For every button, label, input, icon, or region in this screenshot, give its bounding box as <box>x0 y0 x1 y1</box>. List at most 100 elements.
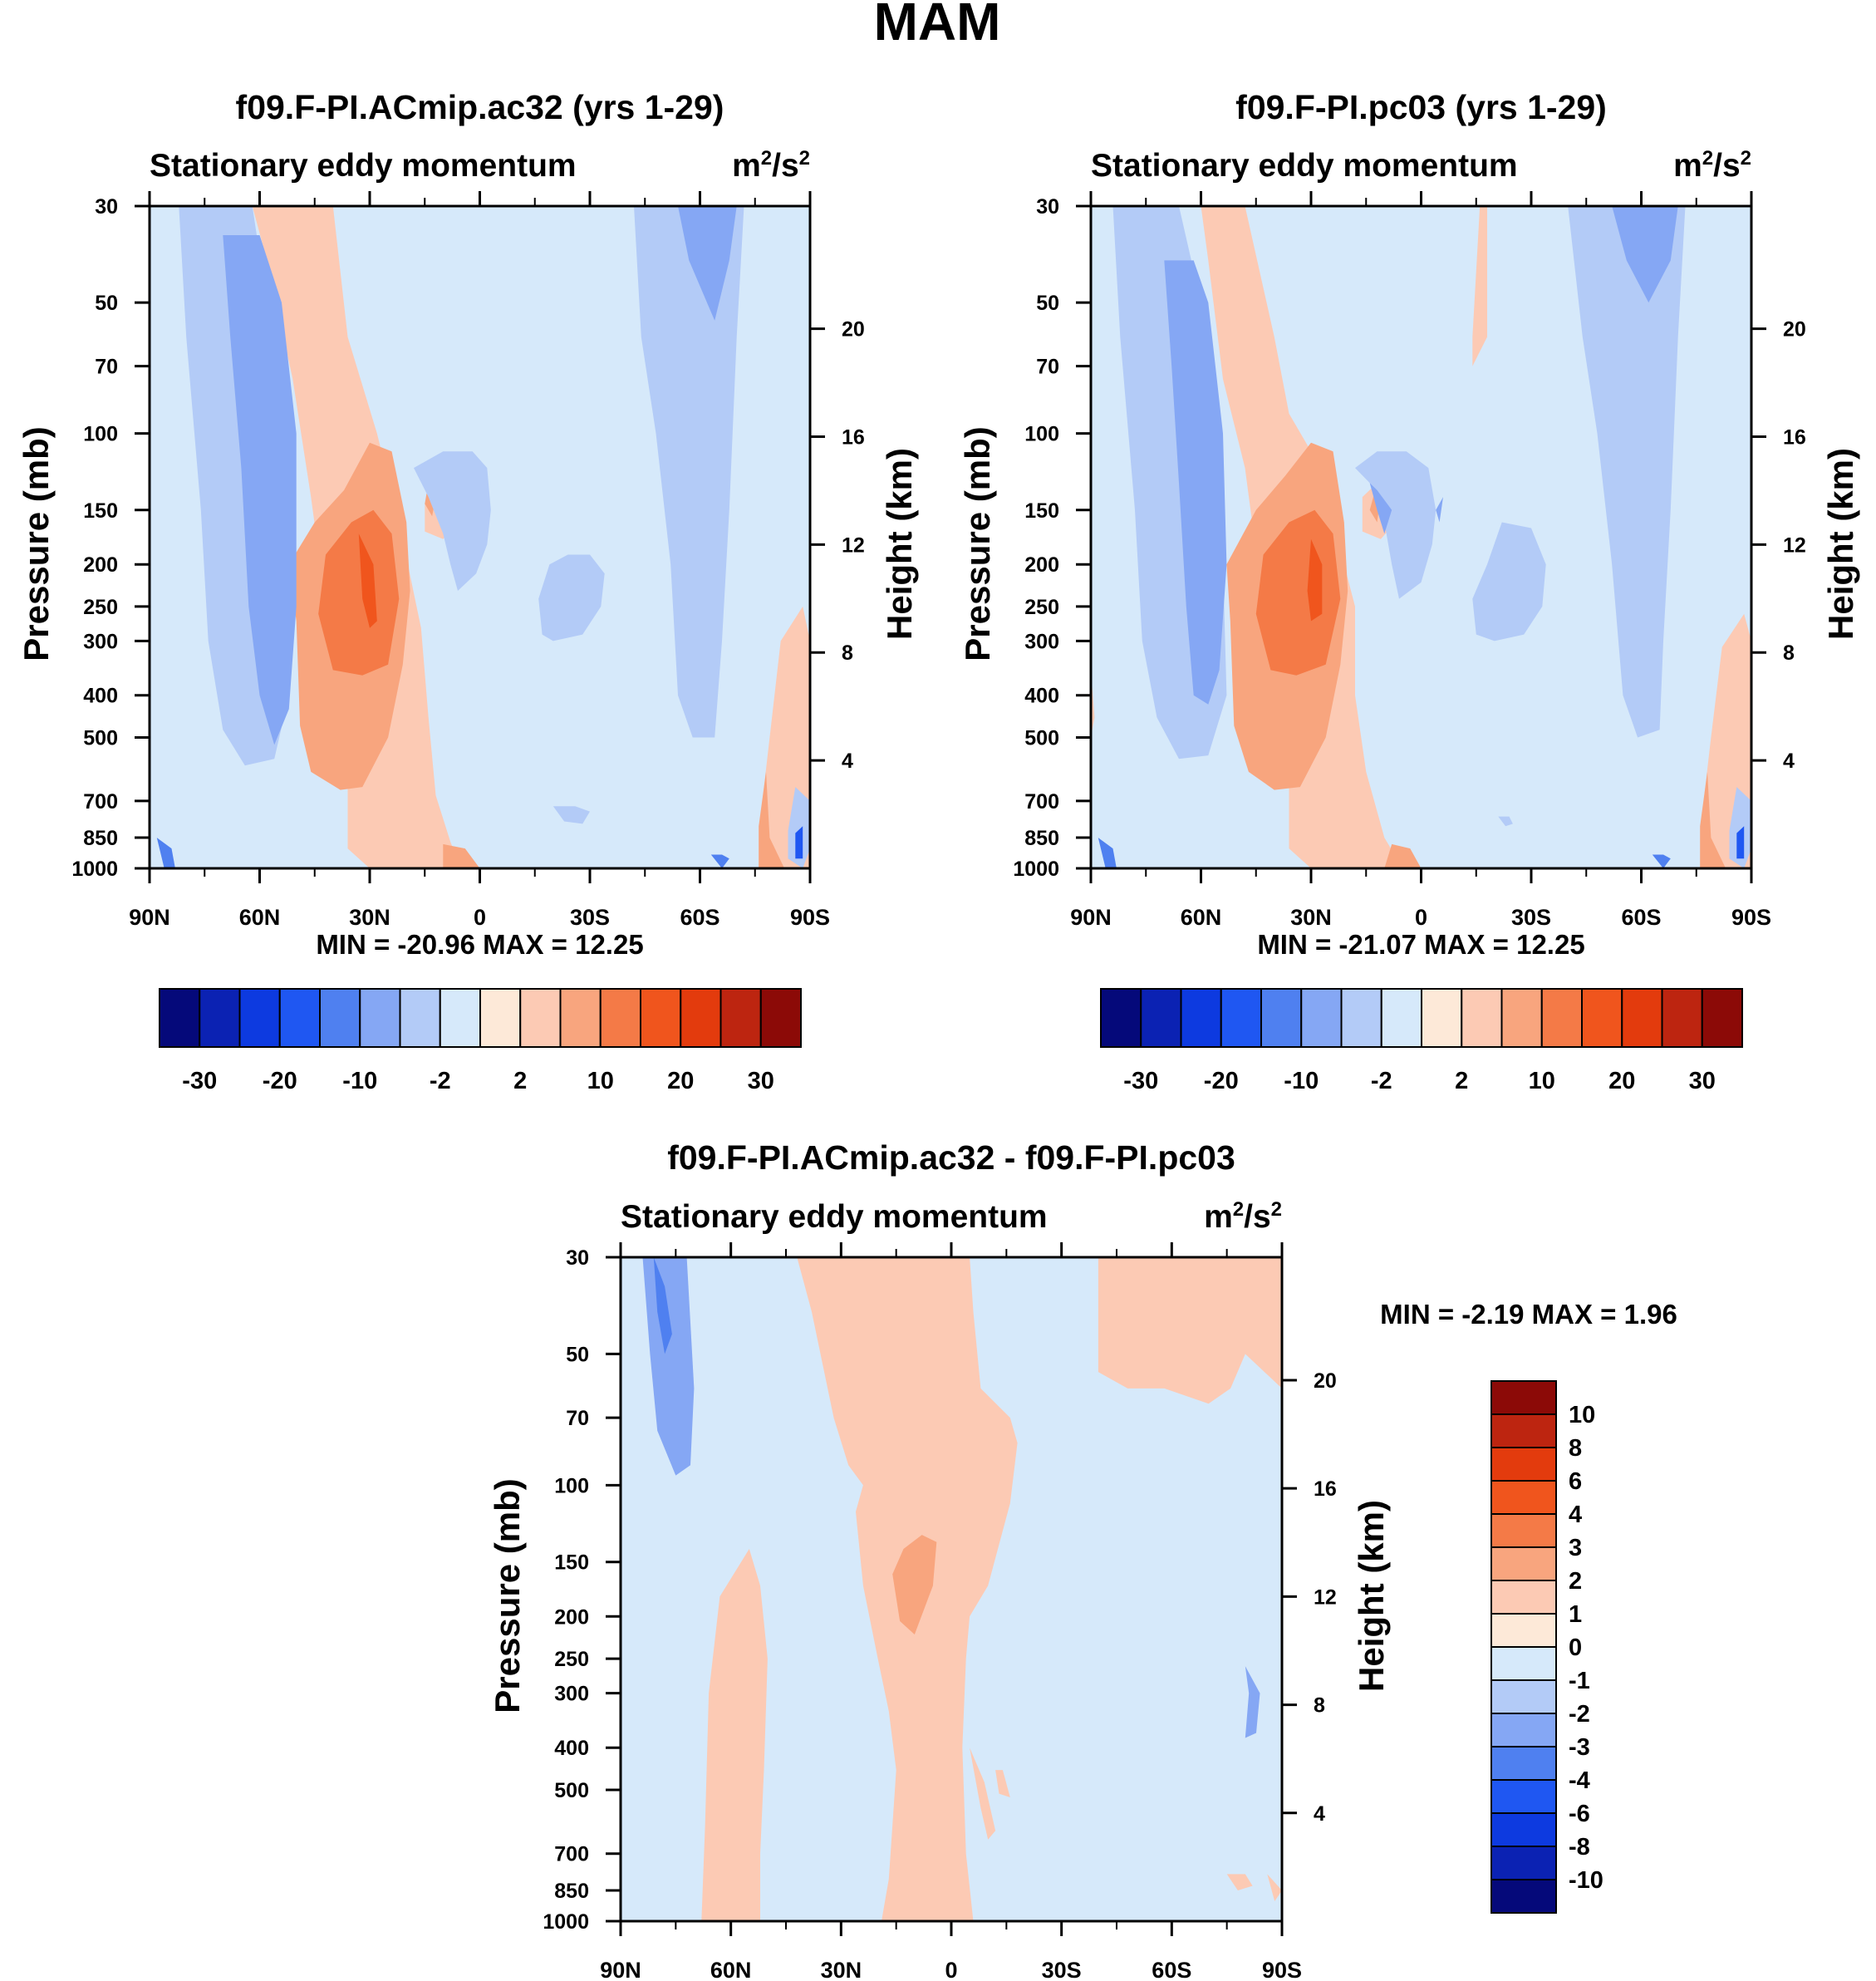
y-tick-label: 500 <box>1024 726 1059 750</box>
units-sup: 2 <box>1233 1198 1244 1221</box>
contour-region <box>1472 206 1487 366</box>
colorbar-box <box>1621 988 1663 1048</box>
colorbar-box <box>1490 1380 1557 1415</box>
x-tick-label: 90N <box>1070 905 1112 930</box>
y-tick-label: 200 <box>83 553 118 577</box>
y-tick-label: 700 <box>554 1843 589 1866</box>
units-base: m <box>732 148 761 184</box>
units-sup: 2 <box>799 147 810 170</box>
panel-b: 90N 60N 30N 0 30S 60S 90S 30 50 70 100 150 200 250 300… <box>958 88 1860 1094</box>
left-string: Stationary eddy momentum <box>621 1199 1048 1235</box>
y-tick-label: 250 <box>1024 596 1059 619</box>
contour-region <box>678 206 737 321</box>
y-tick-label: 400 <box>554 1737 589 1760</box>
contour-region <box>970 1748 996 1840</box>
colorbar-box <box>238 988 281 1048</box>
colorbar-box <box>1490 1713 1557 1748</box>
y-tick-label: 300 <box>83 630 118 653</box>
panel-title: f09.F-PI.pc03 (yrs 1-29) <box>1235 88 1607 126</box>
x-tick-label: 30N <box>349 905 390 930</box>
y-tick-label: 70 <box>1036 356 1059 379</box>
y-tick-label: 500 <box>83 726 118 750</box>
colorbar-label: -10 <box>1569 1867 1603 1894</box>
colorbar-box <box>1500 988 1543 1048</box>
colorbar-label: -2 <box>1569 1701 1590 1728</box>
colorbar-label: 10 <box>1529 1068 1555 1094</box>
left-string: Stationary eddy momentum <box>1091 148 1518 184</box>
y-tick-label: 200 <box>1024 553 1059 577</box>
y-tick-label: 1000 <box>71 858 118 881</box>
contour-region <box>552 806 590 824</box>
height-tick-label: 4 <box>1783 750 1795 773</box>
colorbar-label: 1 <box>1569 1601 1582 1628</box>
colorbar-label: 10 <box>587 1068 614 1094</box>
contour-region <box>156 838 175 868</box>
height-tick-label: 4 <box>1314 1802 1325 1826</box>
units-label: m2/s2 <box>1204 1198 1282 1235</box>
colorbar-box <box>1490 1613 1557 1648</box>
colorbar-label: 30 <box>1689 1068 1716 1094</box>
contour-region <box>1098 1257 1282 1404</box>
colorbar-label: -2 <box>1371 1068 1392 1094</box>
colorbar-label: -2 <box>430 1068 451 1094</box>
right-axis-title: Height (km) <box>1821 448 1860 640</box>
units-mid: /s <box>772 148 799 184</box>
units-base: m <box>1204 1199 1233 1235</box>
units-sup: 2 <box>1271 1198 1282 1221</box>
contour-region <box>759 771 785 868</box>
colorbar-box <box>1581 988 1623 1048</box>
y-tick-label: 50 <box>95 292 118 315</box>
colorbar-box <box>1260 988 1303 1048</box>
y-tick-label: 700 <box>83 790 118 814</box>
colorbar-box <box>1180 988 1222 1048</box>
colorbar-label: 20 <box>667 1068 694 1094</box>
contour-region <box>1700 771 1726 868</box>
height-tick-label: 16 <box>1783 425 1806 449</box>
height-tick-label: 12 <box>1314 1585 1337 1609</box>
colorbar-label: 30 <box>748 1068 774 1094</box>
figure-title: MAM <box>874 0 1001 52</box>
colorbar-box <box>1490 1846 1557 1880</box>
colorbar-box <box>1661 988 1703 1048</box>
contour-region <box>1472 522 1546 641</box>
contour-region <box>1568 206 1686 738</box>
colorbar-box <box>1421 988 1463 1048</box>
contour-region <box>701 1549 768 1921</box>
x-tick-label: 0 <box>945 1958 957 1981</box>
contour-region <box>358 533 377 628</box>
y-tick-label: 250 <box>83 596 118 619</box>
units-label: m2/s2 <box>732 147 810 184</box>
y-tick-label: 150 <box>83 499 118 523</box>
x-tick-label: 60N <box>1181 905 1222 930</box>
colorbar-box <box>1140 988 1182 1048</box>
colorbar: -30 -20 -10 -2 2 10 20 30 <box>159 988 802 1094</box>
contour-region <box>1729 787 1751 868</box>
units-mid: /s <box>1244 1199 1271 1235</box>
height-tick-label: 4 <box>842 750 853 773</box>
y-tick-label: 1000 <box>543 1910 589 1934</box>
y-tick-label: 400 <box>83 685 118 708</box>
y-tick-label: 150 <box>554 1551 589 1575</box>
y-tick-label: 400 <box>1024 685 1059 708</box>
colorbar-box <box>599 988 641 1048</box>
units-mid: /s <box>1713 148 1741 184</box>
contour-region <box>1164 260 1227 705</box>
y-tick-label: 200 <box>554 1605 589 1629</box>
panel-title: f09.F-PI.ACmip.ac32 (yrs 1-29) <box>236 88 724 126</box>
y-tick-label: 30 <box>95 195 118 219</box>
colorbar-box <box>1490 1413 1557 1448</box>
y-tick-label: 850 <box>83 827 118 850</box>
contour-fill-regions <box>156 206 810 868</box>
x-tick-label: 60N <box>710 1958 752 1981</box>
min-max-label: MIN = -20.96 MAX = 12.25 <box>316 929 643 960</box>
colorbar-box <box>1490 1513 1557 1548</box>
units-base: m <box>1673 148 1702 184</box>
colorbar-label: -3 <box>1569 1734 1590 1761</box>
colorbar-box <box>479 988 522 1048</box>
y-tick-label: 50 <box>566 1343 589 1366</box>
colorbar-label: -10 <box>342 1068 377 1094</box>
contour-region <box>443 843 480 868</box>
colorbar-box <box>1340 988 1382 1048</box>
contour-region <box>414 451 491 591</box>
